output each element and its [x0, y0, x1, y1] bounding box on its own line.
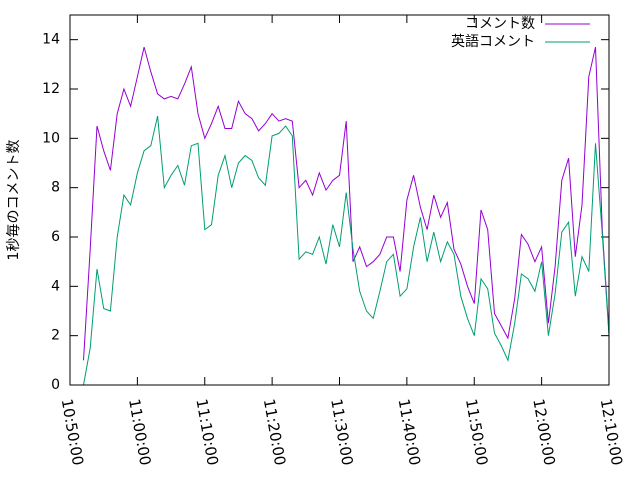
x-tick-label: 11:30:00: [327, 397, 356, 466]
x-tick-label: 11:00:00: [125, 397, 154, 466]
x-tick-label: 10:50:00: [58, 397, 87, 466]
y-tick-label: 0: [51, 377, 60, 393]
x-tick-label: 12:10:00: [597, 397, 626, 466]
y-tick-label: 8: [51, 180, 60, 196]
legend-label: 英語コメント: [451, 33, 535, 50]
plot-frame: [69, 14, 610, 386]
y-tick-label: 6: [51, 229, 60, 245]
x-tick-label: 11:20:00: [260, 397, 289, 466]
y-axis-label: 1秒毎のコメント数: [6, 140, 22, 261]
x-tick-label: 11:50:00: [462, 397, 491, 466]
x-tick-label: 11:40:00: [395, 397, 424, 466]
y-tick-label: 4: [51, 278, 60, 294]
x-tick-label: 12:00:00: [529, 397, 558, 466]
legend-label: コメント数: [465, 16, 535, 32]
series-line: [83, 115, 610, 386]
y-tick-label: 14: [42, 32, 60, 48]
y-tick-label: 2: [51, 328, 60, 344]
x-tick-label: 11:10:00: [192, 397, 221, 466]
y-tick-label: 10: [42, 130, 60, 146]
series-line: [83, 46, 610, 361]
y-tick-label: 12: [42, 81, 60, 97]
